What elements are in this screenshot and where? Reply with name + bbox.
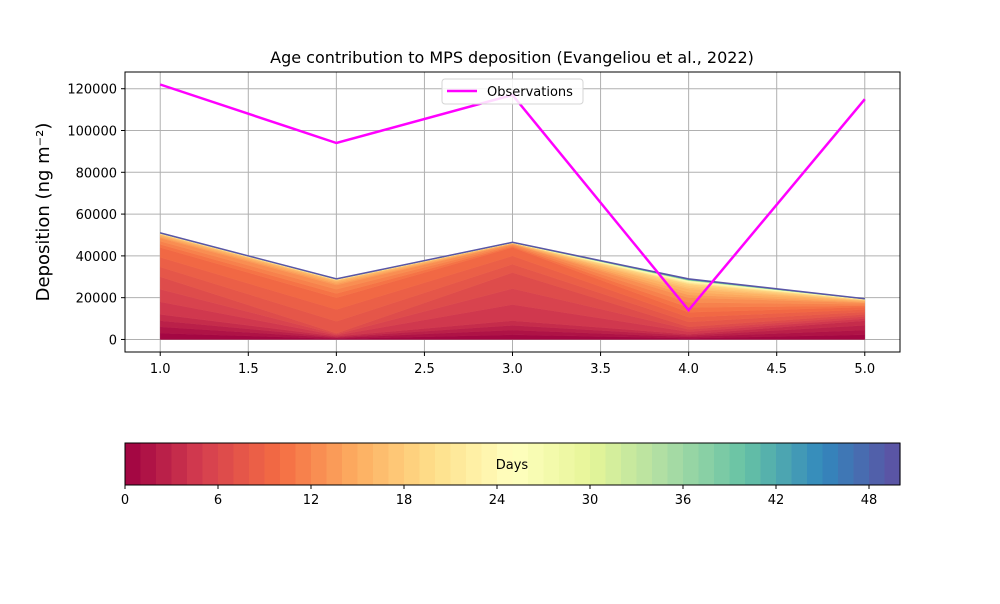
x-tick-label: 3.5 — [590, 362, 611, 377]
y-tick-label: 100000 — [67, 125, 117, 140]
colorbar-segment — [388, 443, 405, 485]
x-tick-label: 4.5 — [766, 362, 787, 377]
colorbar-segment — [342, 443, 359, 485]
colorbar-segment — [466, 443, 483, 485]
y-tick-label: 0 — [109, 333, 117, 348]
colorbar-segment — [667, 443, 684, 485]
colorbar-segment — [528, 443, 545, 485]
colorbar-segment — [760, 443, 777, 485]
x-tick-label: 1.5 — [238, 362, 259, 377]
colorbar-segment — [404, 443, 421, 485]
colorbar-segment — [791, 443, 808, 485]
legend-box — [441, 78, 584, 105]
colorbar-segment — [373, 443, 390, 485]
colorbar-segment — [869, 443, 886, 485]
x-tick-label: 2.0 — [326, 362, 347, 377]
axes: 1.0 1.5 2.0 2.5 3.0 3.5 4.0 4.5 5.0 0 20000 40000 60… — [67, 71, 901, 377]
colorbar-segment — [280, 443, 297, 485]
chart-title: Age contribution to MPS deposition (Evan… — [270, 48, 754, 67]
age-band-top-line — [160, 232, 865, 300]
colorbar-segment — [218, 443, 235, 485]
colorbar-segment — [125, 443, 142, 485]
colorbar-segment — [853, 443, 870, 485]
colorbar-segment — [683, 443, 700, 485]
colorbar-segment — [652, 443, 669, 485]
y-tick-label: 40000 — [76, 250, 117, 265]
colorbar-segment — [140, 443, 157, 485]
colorbar-tick-label: 24 — [489, 493, 506, 508]
colorbar-segment — [729, 443, 746, 485]
y-tick-label: 20000 — [76, 292, 117, 307]
colorbar-label: Days — [496, 458, 529, 473]
x-tick-label: 1.0 — [150, 362, 171, 377]
colorbar-tick-label: 12 — [303, 493, 320, 508]
colorbar-segment — [450, 443, 467, 485]
colorbar-segment — [822, 443, 839, 485]
colorbar-segment — [497, 443, 514, 485]
colorbar-tick-label: 0 — [121, 493, 129, 508]
colorbar-segment — [311, 443, 328, 485]
colorbar-segment — [357, 443, 374, 485]
colorbar-segment — [838, 443, 855, 485]
x-tick-label: 4.0 — [678, 362, 699, 377]
colorbar-segment — [559, 443, 576, 485]
colorbar-segment — [481, 443, 498, 485]
colorbar-segment — [249, 443, 266, 485]
x-tick-label: 2.5 — [414, 362, 435, 377]
stacked-areas — [159, 232, 865, 340]
colorbar-segment — [621, 443, 638, 485]
colorbar-segment — [714, 443, 731, 485]
colorbar: 0 6 12 18 24 30 36 42 48 — [121, 442, 901, 508]
colorbar-segment — [156, 443, 173, 485]
colorbar-segment — [512, 443, 529, 485]
colorbar-segment — [326, 443, 343, 485]
colorbar-tick-label: 48 — [861, 493, 878, 508]
colorbar-segment — [171, 443, 188, 485]
colorbar-segment — [745, 443, 762, 485]
colorbar-segment — [574, 443, 591, 485]
legend-label: Observations — [487, 85, 573, 100]
x-tick-label: 5.0 — [854, 362, 875, 377]
colorbar-segment — [187, 443, 204, 485]
colorbar-tick-label: 42 — [768, 493, 785, 508]
colorbar-frame — [124, 442, 901, 486]
colorbar-segment — [636, 443, 653, 485]
colorbar-segment — [807, 443, 824, 485]
colorbar-tick-label: 6 — [214, 493, 222, 508]
colorbar-segment — [264, 443, 281, 485]
colorbar-segment — [419, 443, 436, 485]
colorbar-segment — [202, 443, 219, 485]
colorbar-segment — [295, 443, 312, 485]
y-tick-label: 80000 — [76, 166, 117, 181]
colorbar-segment — [884, 443, 901, 485]
colorbar-tick-label: 30 — [582, 493, 599, 508]
colorbar-tick-label: 18 — [396, 493, 413, 508]
colorbar-tick-label: 36 — [675, 493, 692, 508]
colorbar-segment — [698, 443, 715, 485]
y-tick-label: 60000 — [76, 208, 117, 223]
colorbar-segment — [435, 443, 452, 485]
y-tick-label: 120000 — [67, 83, 117, 98]
colorbar-segment — [590, 443, 607, 485]
colorbar-segment — [543, 443, 560, 485]
plot-frame — [124, 71, 901, 353]
colorbar-segment — [233, 443, 250, 485]
legend: Observations — [441, 78, 584, 105]
colorbar-segment — [776, 443, 793, 485]
y-axis-label: Deposition (ng m⁻²) — [33, 123, 54, 302]
x-tick-label: 3.0 — [502, 362, 523, 377]
colorbar-segment — [605, 443, 622, 485]
